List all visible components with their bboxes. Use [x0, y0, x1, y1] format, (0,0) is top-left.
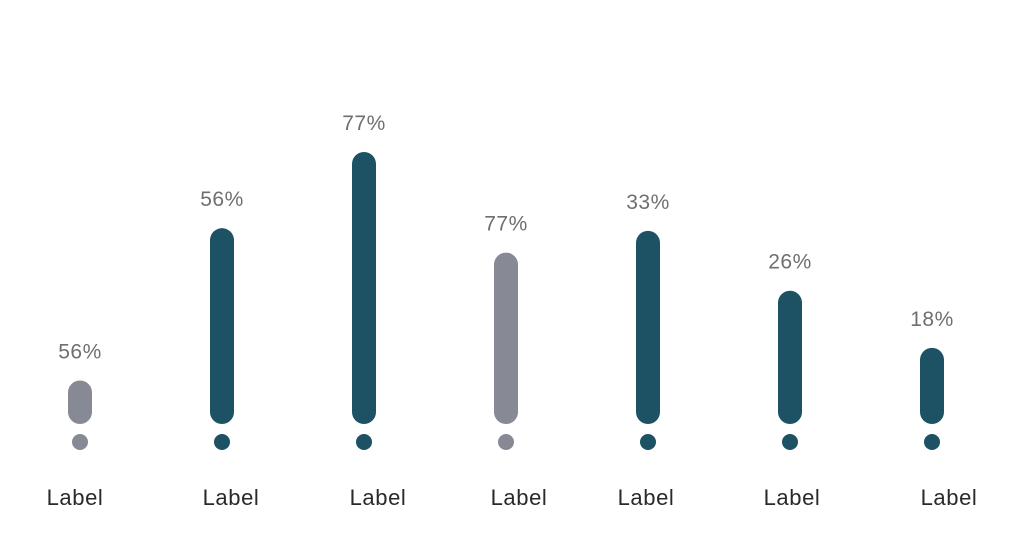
value-label-3: 77%: [342, 112, 386, 135]
value-label-6: 26%: [768, 251, 812, 274]
value-label-1: 56%: [58, 340, 102, 363]
baseline-dot-3: [356, 434, 372, 450]
bar-7: [920, 347, 944, 424]
value-label-4: 77%: [484, 213, 528, 236]
bars-layer: [68, 152, 944, 424]
category-label-4: Label: [491, 485, 548, 510]
baseline-dot-5: [640, 434, 656, 450]
baseline-dot-7: [924, 434, 940, 450]
category-label-7: Label: [921, 485, 978, 510]
bar-5: [636, 230, 660, 424]
category-label-1: Label: [47, 485, 104, 510]
bar-4: [494, 252, 518, 424]
category-label-5: Label: [618, 485, 675, 510]
bar-3: [352, 152, 376, 424]
value-label-7: 18%: [910, 308, 954, 331]
category-labels-layer: Label Label Label Label Label Label Label: [47, 485, 978, 510]
value-labels-layer: 56% 56% 77% 77% 33% 26% 18%: [58, 112, 954, 363]
bar-2: [210, 228, 234, 424]
baseline-dot-1: [72, 434, 88, 450]
value-label-2: 56%: [200, 188, 244, 211]
baseline-dot-4: [498, 434, 514, 450]
baseline-dots-layer: [72, 434, 940, 450]
value-label-5: 33%: [626, 191, 670, 214]
category-label-6: Label: [764, 485, 821, 510]
category-label-2: Label: [203, 485, 260, 510]
baseline-dot-6: [782, 434, 798, 450]
bar-6: [778, 290, 802, 424]
baseline-dot-2: [214, 434, 230, 450]
category-label-3: Label: [350, 485, 407, 510]
bar-1: [68, 380, 92, 424]
